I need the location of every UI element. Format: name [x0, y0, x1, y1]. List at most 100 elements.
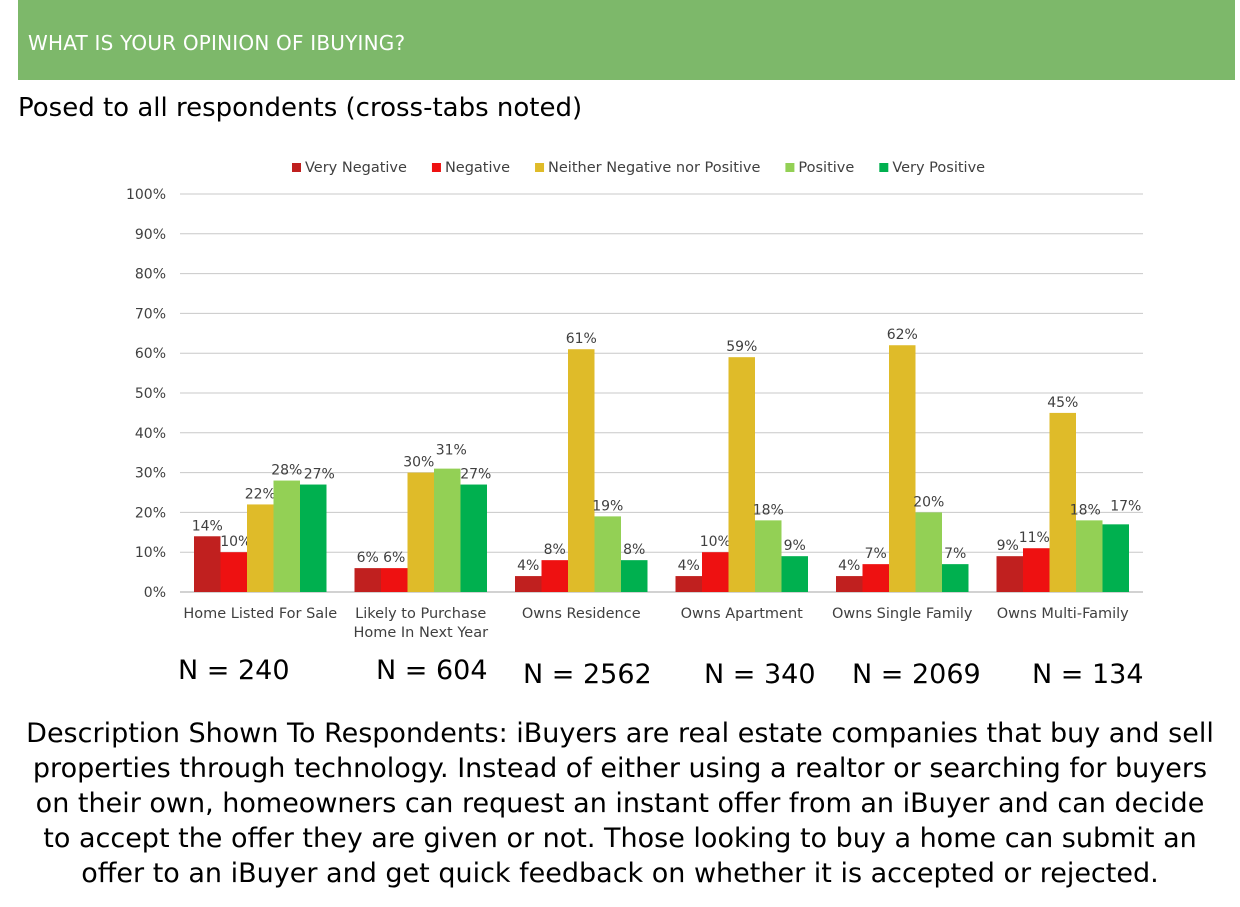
bar [434, 468, 461, 592]
data-label: 14% [192, 518, 223, 534]
y-tick-label: 0% [144, 585, 166, 601]
sample-size-label: N = 2069 [852, 659, 981, 690]
subtitle: Posed to all respondents (cross-tabs not… [18, 93, 583, 123]
bar [996, 556, 1023, 592]
x-tick-label: Owns Residence [522, 606, 641, 622]
data-label: 62% [887, 327, 918, 343]
bar [594, 516, 621, 592]
header-title: WHAT IS YOUR OPINION OF IBUYING? [28, 31, 406, 55]
data-label: 4% [517, 558, 539, 574]
data-label: 27% [460, 467, 491, 483]
data-label: 17% [1110, 498, 1141, 514]
y-tick-label: 100% [126, 187, 166, 203]
legend-label: Very Positive [892, 160, 985, 176]
bar [354, 568, 381, 592]
bar [889, 345, 916, 592]
bar-chart: 0%10%20%30%40%50%60%70%80%90%100%14%10%2… [126, 160, 1143, 641]
y-tick-label: 80% [135, 267, 166, 283]
legend-label: Positive [798, 160, 854, 176]
data-label: 9% [784, 538, 806, 554]
data-label: 4% [838, 558, 860, 574]
sample-size-label: N = 2562 [523, 659, 652, 690]
bar [194, 536, 221, 592]
data-label: 6% [357, 550, 379, 566]
description-text: Description Shown To Respondents: iBuyer… [26, 718, 1214, 889]
data-label: 20% [913, 494, 944, 510]
y-tick-label: 90% [135, 227, 166, 243]
x-tick-label: Owns Single Family [832, 606, 973, 622]
data-label: 10% [220, 534, 251, 550]
bar [407, 472, 434, 592]
data-label: 6% [383, 550, 405, 566]
data-label: 9% [997, 538, 1019, 554]
x-tick-label: Owns Multi-Family [997, 606, 1129, 622]
bar [247, 504, 274, 592]
bar [300, 484, 327, 592]
bar [273, 480, 300, 592]
bar [755, 520, 782, 592]
bar [1076, 520, 1103, 592]
legend-swatch [431, 163, 441, 172]
bar [621, 560, 648, 592]
data-label: 27% [304, 467, 335, 483]
bar [836, 576, 863, 592]
bar [1102, 524, 1129, 592]
y-tick-label: 30% [135, 466, 166, 482]
data-label: 8% [623, 542, 645, 558]
bar [568, 349, 595, 592]
sample-size-label: N = 240 [178, 655, 290, 686]
y-tick-label: 50% [135, 386, 166, 402]
data-label: 31% [436, 443, 467, 459]
bar [460, 484, 487, 592]
sample-size-label: N = 340 [704, 659, 816, 690]
x-tick-label: Home In Next Year [353, 625, 488, 641]
data-label: 61% [566, 331, 597, 347]
bar [675, 576, 702, 592]
bar [1049, 412, 1076, 592]
data-label: 30% [403, 455, 434, 471]
bar [515, 576, 542, 592]
data-label: 59% [726, 339, 757, 355]
data-label: 8% [544, 542, 566, 558]
bar [942, 564, 969, 592]
bar [381, 568, 408, 592]
y-tick-label: 70% [135, 306, 166, 322]
data-label: 4% [678, 558, 700, 574]
legend-label: Negative [445, 160, 510, 176]
bar [702, 552, 729, 592]
sample-size-row: N = 240 N = 604 N = 2562 N = 340 N = 206… [0, 655, 1240, 695]
data-label: 19% [592, 498, 623, 514]
y-tick-label: 60% [135, 346, 166, 362]
data-label: 7% [944, 546, 966, 562]
legend-swatch [292, 163, 301, 172]
data-label: 45% [1047, 395, 1078, 411]
sample-size-label: N = 604 [376, 655, 488, 686]
data-label: 28% [271, 463, 302, 479]
bar [728, 357, 755, 592]
legend-swatch [785, 163, 795, 172]
legend-label: Neither Negative nor Positive [548, 160, 760, 176]
header-banner: WHAT IS YOUR OPINION OF IBUYING? [18, 0, 1235, 80]
data-label: 18% [753, 502, 784, 518]
bar [862, 564, 889, 592]
bar [220, 552, 247, 592]
y-tick-label: 20% [135, 505, 166, 521]
bar [915, 512, 942, 592]
legend-swatch [879, 163, 889, 172]
x-tick-label: Likely to Purchase [355, 606, 486, 622]
data-label: 7% [865, 546, 887, 562]
data-label: 18% [1070, 502, 1101, 518]
legend-swatch [535, 163, 545, 172]
legend-label: Very Negative [305, 160, 407, 176]
data-label: 11% [1019, 530, 1050, 546]
x-tick-label: Owns Apartment [681, 606, 804, 622]
y-tick-label: 40% [135, 426, 166, 442]
data-label: 22% [245, 486, 276, 502]
y-tick-label: 10% [135, 545, 166, 561]
data-label: 10% [700, 534, 731, 550]
bar [541, 560, 568, 592]
x-tick-label: Home Listed For Sale [183, 606, 337, 622]
sample-size-label: N = 134 [1032, 659, 1144, 690]
bar [1023, 548, 1050, 592]
bar [781, 556, 808, 592]
